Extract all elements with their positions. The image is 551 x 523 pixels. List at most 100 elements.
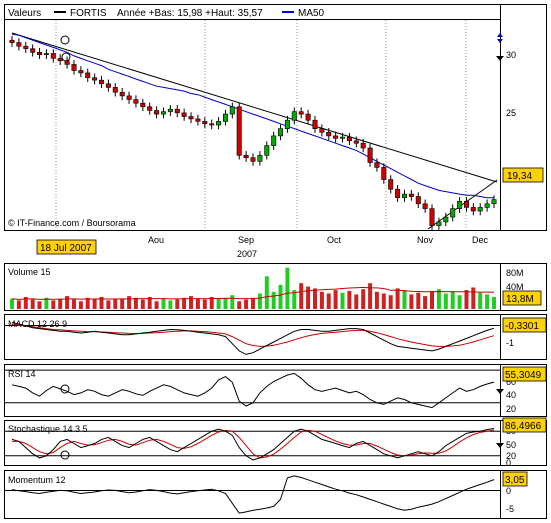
momentum-panel-frame [4,470,547,519]
candle-body [119,92,125,97]
volume-bar [113,299,118,309]
marker-rsi [60,384,70,394]
candle-body [181,112,187,117]
candle-body [154,110,160,115]
volume-bar [430,290,434,309]
candle-body [112,87,118,93]
legend-fortis-swatch [54,11,66,13]
volume-bar [395,288,400,309]
rsi-tick-40: 40 [506,390,516,400]
price-tick-30: 30 [506,50,516,60]
macd-title: MACD 12 26 9 [8,319,67,329]
macd-last-badge [502,317,547,333]
candle-body [408,193,414,197]
volume-bar [58,298,63,309]
scroll-up-arrow-icon[interactable] [497,33,503,37]
candle-body [415,196,421,205]
volume-bar [285,267,290,309]
candle-body [161,111,167,115]
candle-body [71,64,77,71]
stoch-tick-20: 20 [506,451,516,461]
legend-ma: MA50 [298,8,325,19]
stoch-down-marker-icon [496,443,504,448]
candle-body [9,39,15,43]
momentum-line [11,475,495,514]
candle-body [360,142,366,149]
volume-bar [133,297,138,309]
volume-bar [85,297,90,309]
candle-body [133,99,139,104]
stoch-tick-0: 0 [506,458,511,468]
volume-bar [195,298,200,309]
volume-bar [147,297,152,309]
candle-body [264,145,270,156]
scroll-down-arrow-icon[interactable] [497,39,503,43]
volume-bar [264,276,269,309]
volume-bar [106,300,111,309]
rsi-polyline [11,372,495,409]
volume-bar [30,299,35,309]
stoch-lines [11,428,495,461]
volume-bar [423,296,428,309]
volume-bars [10,267,496,309]
volume-bar [299,283,304,309]
trendline-resistance [11,32,498,183]
candle-body [388,179,394,190]
momentum-title: Momentum 12 [8,475,66,485]
candle-body [188,116,194,120]
volume-bar [402,290,407,309]
candle-body [436,221,442,226]
volume-bar [99,297,104,309]
volume-bar [306,286,311,309]
volume-bar [271,291,276,309]
candle-body [271,135,277,146]
stoch-d-polyline [12,429,495,459]
macd-last-value: -0,3301 [505,321,539,332]
momentum-tick-0: 0 [506,486,511,496]
volume-bar [457,295,462,309]
volume-bar [292,290,297,309]
volume-bar [409,294,414,309]
momentum-last-badge [502,471,528,487]
rsi-line [11,372,495,409]
volume-bar [492,297,496,309]
candle-body [463,201,469,208]
stoch-panel-frame [4,420,547,466]
volume-bar [161,298,166,309]
rsi-panel-frame [4,364,547,417]
candle-body [16,42,22,47]
price-tick-25: 25 [506,108,516,118]
volume-bar [65,296,70,309]
stoch-title: Stochastique 14 3 5 [8,424,88,434]
momentum-tick-minus5: -5 [506,504,514,514]
candle-body [147,106,153,111]
rsi-last-value: 55,3049 [505,370,542,381]
candle-body [57,58,63,62]
x-tick-sep: Sep [238,235,254,245]
volume-bar [230,295,235,309]
rsi-tick-20: 20 [506,404,516,414]
volume-bar [257,293,262,309]
volume-bar [223,297,228,309]
volume-bar [72,299,76,309]
candle-body [395,188,401,198]
candle-body [140,102,146,108]
candle-body [277,128,283,137]
copyright: © IT-Finance.com / Boursorama [8,218,136,228]
marker-price-2 [61,52,71,62]
volume-bar [485,294,490,309]
candle-body [105,83,111,88]
legend-ma-swatch [282,11,294,13]
candle-body [43,53,49,56]
volume-bar [182,297,187,309]
candle-body [236,106,242,156]
candle-body [257,155,263,162]
stoch-tick-50: 50 [506,440,516,450]
candle-body [333,135,339,139]
price-last-badge [502,167,544,183]
macd-signal-polyline [11,323,495,347]
date-badge [36,239,97,255]
volume-bar [120,298,125,309]
candle-body [99,79,105,85]
